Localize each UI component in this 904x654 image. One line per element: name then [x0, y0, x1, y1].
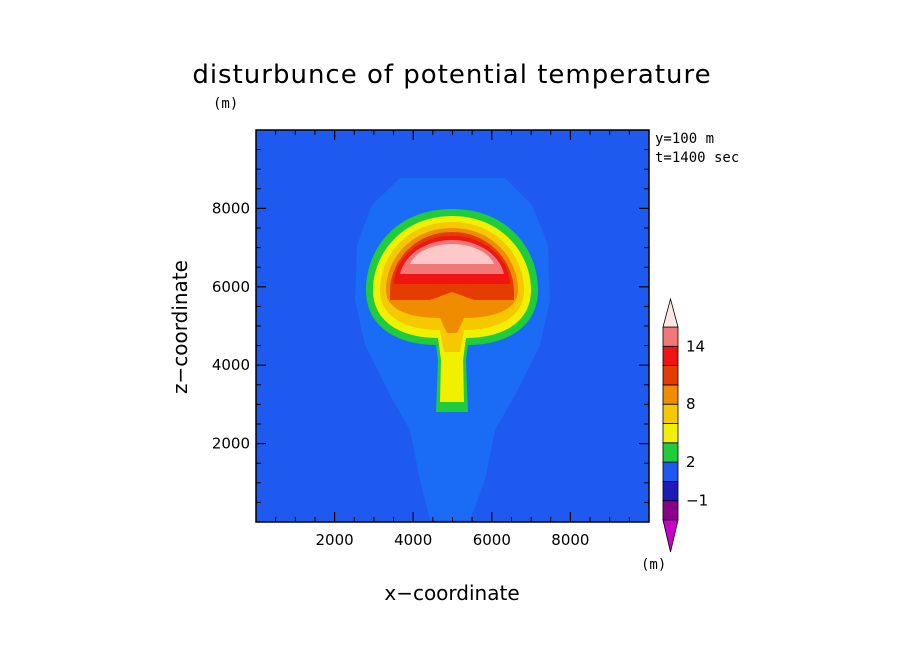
contour-side-blobs	[371, 343, 533, 406]
colorbar-segment	[662, 326, 679, 347]
annotation-y: y=100 m	[655, 131, 714, 147]
x-tick-label: 6000	[473, 531, 511, 549]
x-axis-label: x−coordinate	[384, 581, 519, 605]
colorbar-segment	[662, 365, 679, 386]
y-tick-label: 8000	[212, 199, 250, 217]
colorbar-units-label: (m)	[641, 557, 666, 573]
colorbar-segment	[662, 384, 679, 405]
colorbar-segment	[662, 461, 679, 482]
x-tick-label: 4000	[394, 531, 432, 549]
colorbar-segment	[662, 345, 679, 366]
colorbar-over-triangle	[662, 297, 679, 328]
axis-ticks: 2000 4000 6000 8000 2000 4000 6000 8000	[212, 130, 649, 549]
annotation-t: t=1400 sec	[655, 150, 739, 166]
chart-title: disturbunce of potential temperature	[192, 60, 711, 90]
y-tick-label: 4000	[212, 356, 250, 374]
colorbar-tick-label: 8	[686, 395, 696, 413]
colorbar-segment	[662, 423, 679, 444]
contour-level-14	[410, 244, 494, 264]
y-tick-label: 6000	[212, 278, 250, 296]
x-tick-label: 8000	[551, 531, 589, 549]
colorbar-segment	[662, 500, 679, 521]
y-axis-label: z−coordinate	[168, 260, 192, 394]
colorbar-segment	[662, 442, 679, 463]
colorbar: 14 8 2 −1	[662, 297, 708, 553]
plot-field	[256, 130, 649, 522]
colorbar-tick-label: −1	[686, 492, 708, 510]
title-units-label: (m)	[213, 96, 238, 112]
colorbar-tick-label: 14	[686, 337, 705, 355]
x-tick-label: 2000	[316, 531, 354, 549]
contour-lower-bands	[418, 418, 484, 520]
colorbar-segment	[662, 403, 679, 424]
colorbar-segment	[662, 480, 679, 502]
colorbar-under-triangle	[662, 519, 679, 553]
y-tick-label: 2000	[212, 435, 250, 453]
colorbar-tick-label: 2	[686, 453, 696, 471]
